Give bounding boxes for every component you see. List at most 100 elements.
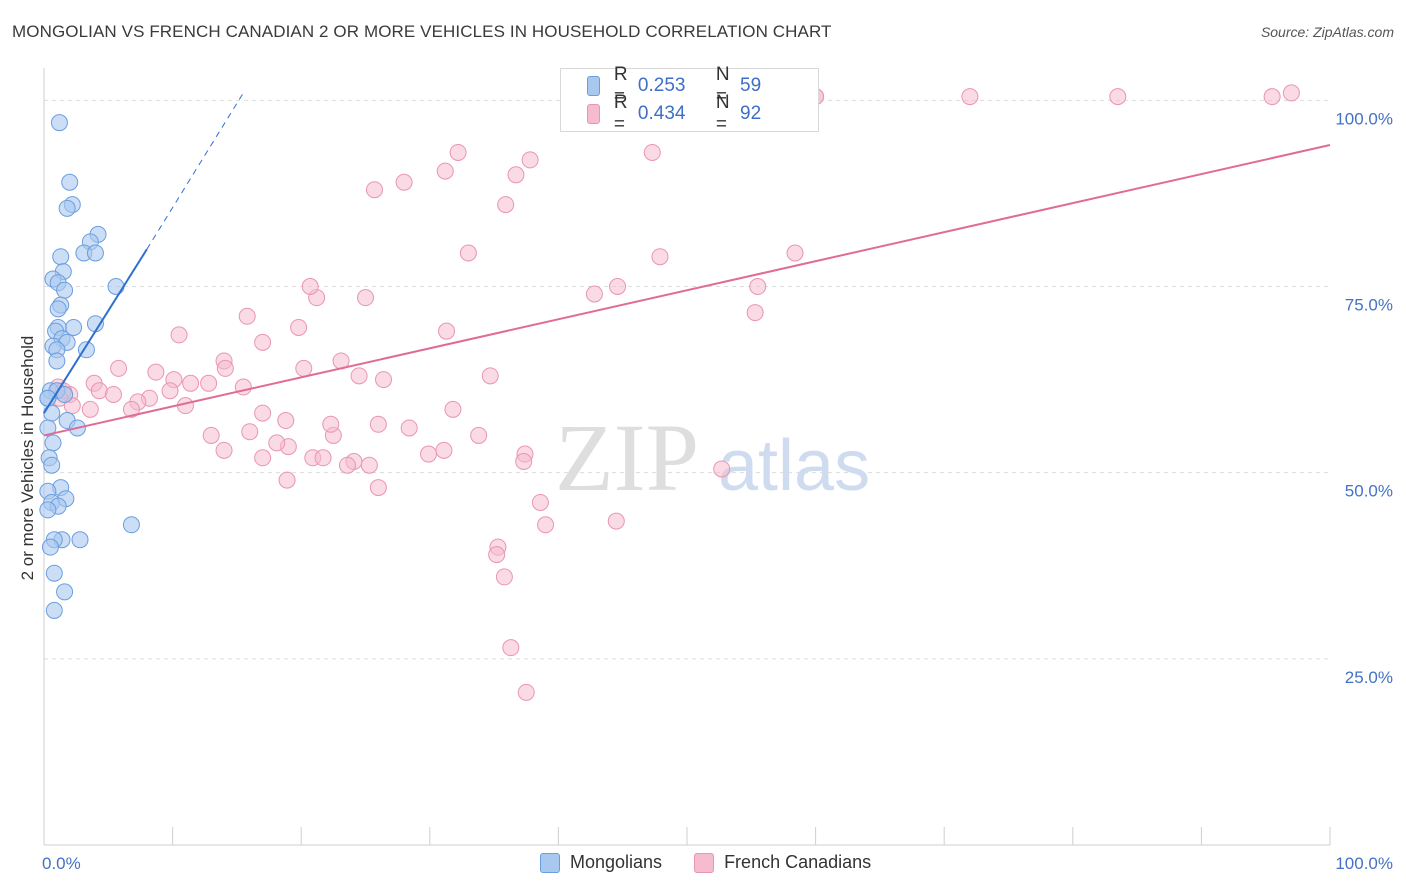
legend-r-value: 0.253 [637,75,686,96]
legend-swatch-blue [587,76,600,96]
legend-label-mongolians: Mongolians [570,852,663,872]
legend-r-label: R = [613,64,628,107]
mongolian-point [43,404,61,422]
french-canadian-point [395,173,413,191]
french-canadian-point [369,415,387,433]
french-canadian-point [375,371,393,389]
mongolian-point [86,244,104,262]
french-canadian-point [110,359,128,377]
french-canadian-point [216,359,234,377]
french-canadian-point [436,162,454,180]
series-legend: Mongolians French Canadians [540,852,903,873]
french-canadian-point [369,479,387,497]
french-canadian-point [295,359,313,377]
grid-lines [44,99,1330,660]
chart-title: MONGOLIAN VS FRENCH CANADIAN 2 OR MORE V… [12,22,832,41]
legend-row-mongolians: R = 0.253 N = 59 [587,64,818,107]
mongolian-trend-line [43,248,148,414]
french-canadian-point [1109,88,1127,106]
french-canadian-point [713,460,731,478]
tick-labels: 25.0% 50.0% 75.0% 100.0% 0.0% 100.0% [42,109,1393,873]
french-canadian-point [268,434,286,452]
y-axis-label: 2 or more Vehicles in Household [18,336,37,581]
legend-n-label: N = [715,64,730,107]
mongolian-points [39,114,140,619]
french-canadian-point [104,385,122,403]
legend-n-label: N = [715,92,730,135]
french-canadian-point [497,196,515,214]
french-canadian-point [420,445,438,463]
mongolian-point [122,516,140,534]
mongolian-point [107,278,125,296]
french-canadian-point [215,441,233,459]
legend-row-french-canadians: R = 0.434 N = 92 [587,92,818,135]
mongolian-point [61,173,79,191]
french-canadian-point [961,88,979,106]
french-canadian-point [585,285,603,303]
mongolian-point [56,583,74,601]
mongolian-point [39,419,57,437]
french-canadian-point [357,289,374,307]
french-canadian-point [531,493,549,511]
french-canadian-point [278,471,296,489]
legend-swatch-pink [694,852,715,873]
french-canadian-point [254,404,272,422]
french-canadian-point [459,244,477,262]
french-canadian-trend-line [43,144,1331,437]
french-canadian-point [1282,84,1300,102]
french-canadian-point [314,449,332,467]
french-canadian-point [470,426,488,444]
french-canadian-point [607,512,625,530]
french-canadian-point [746,304,764,322]
mongolian-point [49,300,67,318]
mongolian-point [56,281,74,299]
watermark-zip: ZIP [555,404,699,511]
french-canadian-point [360,456,378,474]
french-canadian-point [200,374,218,392]
y-tick-label: 75.0% [1345,296,1393,315]
y-tick-label: 100.0% [1335,109,1393,128]
mongolian-point [41,538,59,556]
mongolian-point [48,352,66,370]
french-canadian-point [182,374,200,392]
french-canadian-point [643,143,661,161]
legend-item-mongolians[interactable]: Mongolians [540,852,662,873]
mongolian-point [45,601,63,619]
french-canadian-point [241,423,259,441]
french-canadian-point [495,568,513,586]
trend-lines [43,92,1331,437]
legend-swatch-blue [540,852,560,873]
french-canadian-point [254,333,272,351]
french-canadian-point [277,412,295,430]
mongolian-point [77,341,95,359]
french-canadian-point [202,426,220,444]
french-canadian-point [435,441,453,459]
mongolian-point [44,434,62,452]
legend-item-french-canadians[interactable]: French Canadians [694,852,871,873]
french-canadian-point [444,400,462,418]
french-canadian-point [400,419,418,437]
french-canadian-point [449,143,467,161]
legend-r-value: 0.434 [637,103,686,124]
french-canadian-point [786,244,804,262]
legend-n-value: 59 [740,75,762,96]
french-canadian-point [238,307,256,325]
french-canadian-point [1263,88,1281,106]
french-canadian-point [749,278,767,296]
x-tick-label: 0.0% [42,854,81,873]
french-canadian-point [609,278,627,296]
legend-label-french-canadians: French Canadians [724,852,872,872]
french-canadian-point [507,166,525,184]
french-canadian-point [515,453,533,470]
french-canadian-point [338,456,356,474]
legend-n-value: 92 [740,103,762,124]
y-tick-label: 25.0% [1345,668,1393,687]
french-canadian-point [290,318,308,336]
french-canadian-point [521,151,539,169]
french-canadian-point [481,367,499,385]
french-canadian-point [147,363,165,381]
x-tick-label: 100.0% [1335,854,1393,873]
french-canadian-point [90,382,108,400]
legend-swatch-pink [587,104,600,124]
